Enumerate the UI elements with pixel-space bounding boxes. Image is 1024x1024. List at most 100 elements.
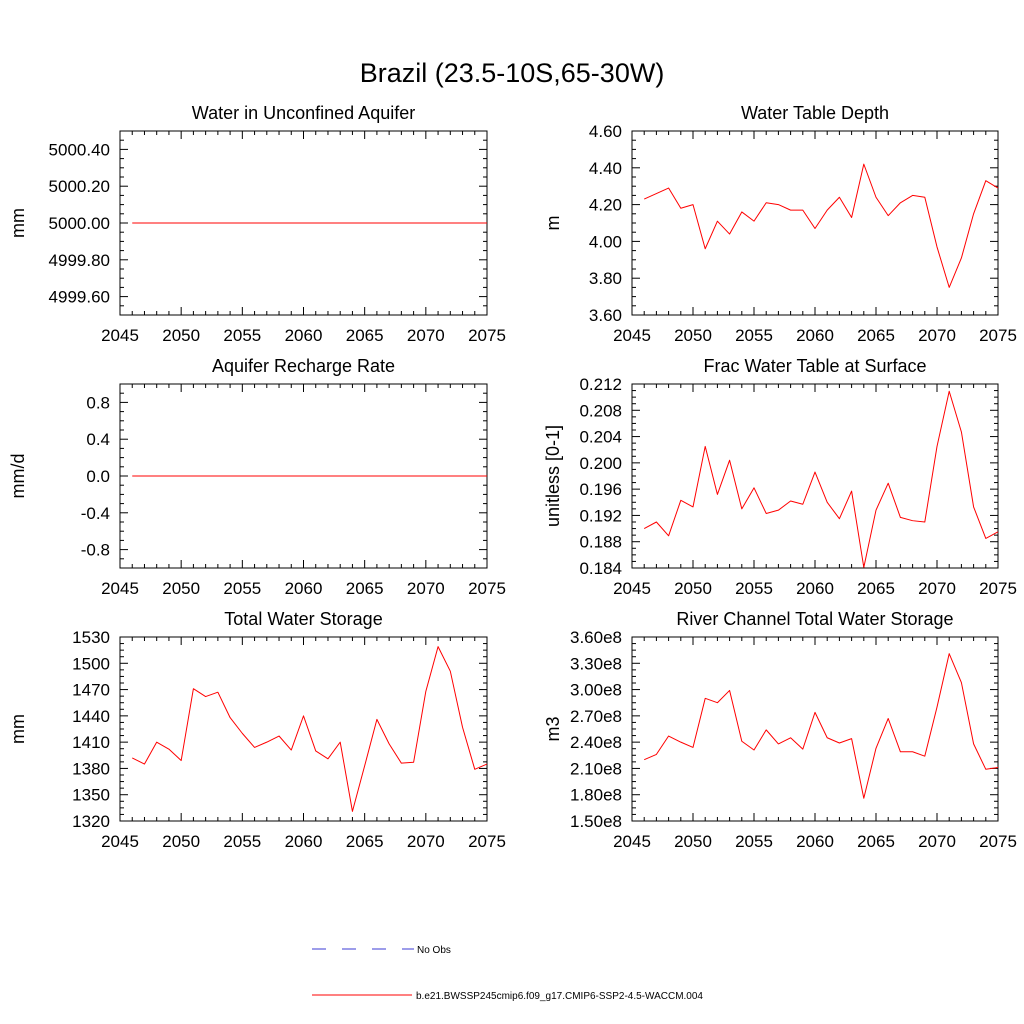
- water-in-unconfined-aquifer-panel: Water in Unconfined Aquifer mm 2045 2050 205…: [8, 103, 506, 345]
- water-table-depth-xtick-label: 2060: [796, 326, 834, 345]
- river-channel-total-water-storage-plot-frame: [631, 636, 999, 822]
- total-water-storage-xtick-label: 2060: [285, 832, 323, 851]
- river-channel-total-water-storage-xtick-label: 2045: [613, 832, 651, 851]
- river-channel-total-water-storage-ytick-label: 2.40e8: [570, 733, 622, 752]
- water-in-unconfined-aquifer-xtick-label: 2070: [407, 326, 445, 345]
- water-table-depth-ytick-label: 3.80: [589, 269, 622, 288]
- river-channel-total-water-storage-ytick-label: 2.10e8: [570, 759, 622, 778]
- water-in-unconfined-aquifer-ytick-label: 5000.40: [49, 140, 110, 159]
- frac-water-table-at-surface-ytick-label: 0.200: [579, 454, 622, 473]
- frac-water-table-at-surface-ytick-label: 0.204: [579, 428, 622, 447]
- frac-water-table-at-surface-plot-frame: [631, 383, 999, 569]
- total-water-storage-xtick-label: 2075: [468, 832, 506, 851]
- frac-water-table-at-surface-series-line: [643, 390, 999, 568]
- water-in-unconfined-aquifer-title: Water in Unconfined Aquifer: [192, 103, 415, 123]
- aquifer-recharge-rate-xtick-label: 2065: [346, 579, 384, 598]
- water-table-depth-xtick-label: 2070: [918, 326, 956, 345]
- aquifer-recharge-rate-panel: Aquifer Recharge Rate mm/d 2045 2050 2055 206…: [8, 356, 506, 598]
- river-channel-total-water-storage-xtick-label: 2055: [735, 832, 773, 851]
- frac-water-table-at-surface-xtick-label: 2050: [674, 579, 712, 598]
- aquifer-recharge-rate-ytick-label: -0.4: [81, 504, 110, 523]
- water-table-depth-title: Water Table Depth: [741, 103, 889, 123]
- water-table-depth-ytick-label: 4.40: [589, 159, 622, 178]
- river-channel-total-water-storage-ytick-label: 3.00e8: [570, 681, 622, 700]
- frac-water-table-at-surface-ytick-label: 0.212: [579, 375, 622, 394]
- river-channel-total-water-storage-ytick-label: 1.80e8: [570, 786, 622, 805]
- water-table-depth-ylabel: m: [543, 216, 563, 231]
- total-water-storage-xtick-label: 2065: [346, 832, 384, 851]
- total-water-storage-ytick-label: 1530: [72, 628, 110, 647]
- water-in-unconfined-aquifer-xtick-label: 2075: [468, 326, 506, 345]
- total-water-storage-ytick-label: 1380: [72, 759, 110, 778]
- water-in-unconfined-aquifer-ylabel: mm: [8, 208, 28, 238]
- aquifer-recharge-rate-xtick-label: 2045: [101, 579, 139, 598]
- total-water-storage-panel: Total Water Storage mm 2045 2050 2055 2060 206…: [8, 609, 506, 851]
- frac-water-table-at-surface-xtick-label: 2055: [735, 579, 773, 598]
- total-water-storage-xtick-label: 2070: [407, 832, 445, 851]
- aquifer-recharge-rate-xtick-label: 2050: [162, 579, 200, 598]
- aquifer-recharge-rate-ytick-label: 0.8: [86, 393, 110, 412]
- total-water-storage-ytick-label: 1320: [72, 812, 110, 831]
- river-channel-total-water-storage-ytick-label: 3.60e8: [570, 628, 622, 647]
- total-water-storage-ylabel: mm: [8, 714, 28, 744]
- frac-water-table-at-surface-xtick-label: 2075: [979, 579, 1017, 598]
- river-channel-total-water-storage-ytick-label: 1.50e8: [570, 812, 622, 831]
- legend-label-no-obs: No Obs: [417, 945, 451, 956]
- water-in-unconfined-aquifer-ytick-label: 5000.20: [49, 177, 110, 196]
- aquifer-recharge-rate-xtick-label: 2060: [285, 579, 323, 598]
- water-table-depth-ytick-label: 4.00: [589, 232, 622, 251]
- frac-water-table-at-surface-xtick-label: 2070: [918, 579, 956, 598]
- water-table-depth-xtick-label: 2045: [613, 326, 651, 345]
- aquifer-recharge-rate-ytick-label: 0.4: [86, 430, 110, 449]
- river-channel-total-water-storage-title: River Channel Total Water Storage: [676, 609, 953, 629]
- frac-water-table-at-surface-ylabel: unitless [0-1]: [543, 425, 563, 527]
- frac-water-table-at-surface-xtick-label: 2065: [857, 579, 895, 598]
- total-water-storage-series-line: [132, 646, 488, 812]
- aquifer-recharge-rate-title: Aquifer Recharge Rate: [212, 356, 395, 376]
- water-in-unconfined-aquifer-xtick-label: 2060: [285, 326, 323, 345]
- total-water-storage-ytick-label: 1440: [72, 707, 110, 726]
- total-water-storage-ytick-label: 1470: [72, 681, 110, 700]
- water-table-depth-ytick-label: 3.60: [589, 306, 622, 325]
- water-in-unconfined-aquifer-xtick-label: 2050: [162, 326, 200, 345]
- water-table-depth-xtick-label: 2050: [674, 326, 712, 345]
- frac-water-table-at-surface-xtick-label: 2060: [796, 579, 834, 598]
- water-table-depth-series-line: [643, 163, 999, 288]
- aquifer-recharge-rate-ylabel: mm/d: [8, 454, 28, 499]
- main-title: Brazil (23.5-10S,65-30W): [360, 58, 665, 88]
- river-channel-total-water-storage-ylabel: m3: [543, 716, 563, 741]
- water-table-depth-ytick-label: 4.60: [589, 122, 622, 141]
- river-channel-total-water-storage-xtick-label: 2060: [796, 832, 834, 851]
- total-water-storage-ytick-label: 1410: [72, 733, 110, 752]
- water-in-unconfined-aquifer-ytick-label: 4999.80: [49, 251, 110, 270]
- water-table-depth-panel: Water Table Depth m 2045 2050 2055 2060 2065 20…: [543, 103, 1017, 345]
- river-channel-total-water-storage-ytick-label: 2.70e8: [570, 707, 622, 726]
- frac-water-table-at-surface-ytick-label: 0.192: [579, 506, 622, 525]
- frac-water-table-at-surface-xtick-label: 2045: [613, 579, 651, 598]
- total-water-storage-ytick-label: 1500: [72, 654, 110, 673]
- frac-water-table-at-surface-ytick-label: 0.184: [579, 559, 622, 578]
- water-table-depth-ytick-label: 4.20: [589, 196, 622, 215]
- frac-water-table-at-surface-ytick-label: 0.188: [579, 533, 622, 552]
- water-table-depth-xtick-label: 2065: [857, 326, 895, 345]
- water-in-unconfined-aquifer-ytick-label: 4999.60: [49, 288, 110, 307]
- legend: No Obs b.e21.BWSSP245cmip6.f09_g17.CMIP6…: [312, 945, 703, 1002]
- frac-water-table-at-surface-ytick-label: 0.208: [579, 401, 622, 420]
- frac-water-table-at-surface-panel: Frac Water Table at Surface unitless [0-1…: [543, 356, 1017, 598]
- aquifer-recharge-rate-ytick-label: -0.8: [81, 541, 110, 560]
- water-table-depth-xtick-label: 2075: [979, 326, 1017, 345]
- aquifer-recharge-rate-xtick-label: 2070: [407, 579, 445, 598]
- river-channel-total-water-storage-panel: River Channel Total Water Storage m3 2045 2…: [543, 609, 1017, 851]
- frac-water-table-at-surface-ytick-label: 0.196: [579, 480, 622, 499]
- aquifer-recharge-rate-xtick-label: 2075: [468, 579, 506, 598]
- total-water-storage-ytick-label: 1350: [72, 786, 110, 805]
- water-table-depth-xtick-label: 2055: [735, 326, 773, 345]
- water-in-unconfined-aquifer-xtick-label: 2055: [223, 326, 261, 345]
- panels: Water in Unconfined Aquifer mm 2045 2050 205…: [8, 103, 1017, 851]
- river-channel-total-water-storage-series-line: [644, 653, 999, 799]
- aquifer-recharge-rate-xtick-label: 2055: [223, 579, 261, 598]
- river-channel-total-water-storage-xtick-label: 2070: [918, 832, 956, 851]
- total-water-storage-xtick-label: 2055: [223, 832, 261, 851]
- water-in-unconfined-aquifer-xtick-label: 2065: [346, 326, 384, 345]
